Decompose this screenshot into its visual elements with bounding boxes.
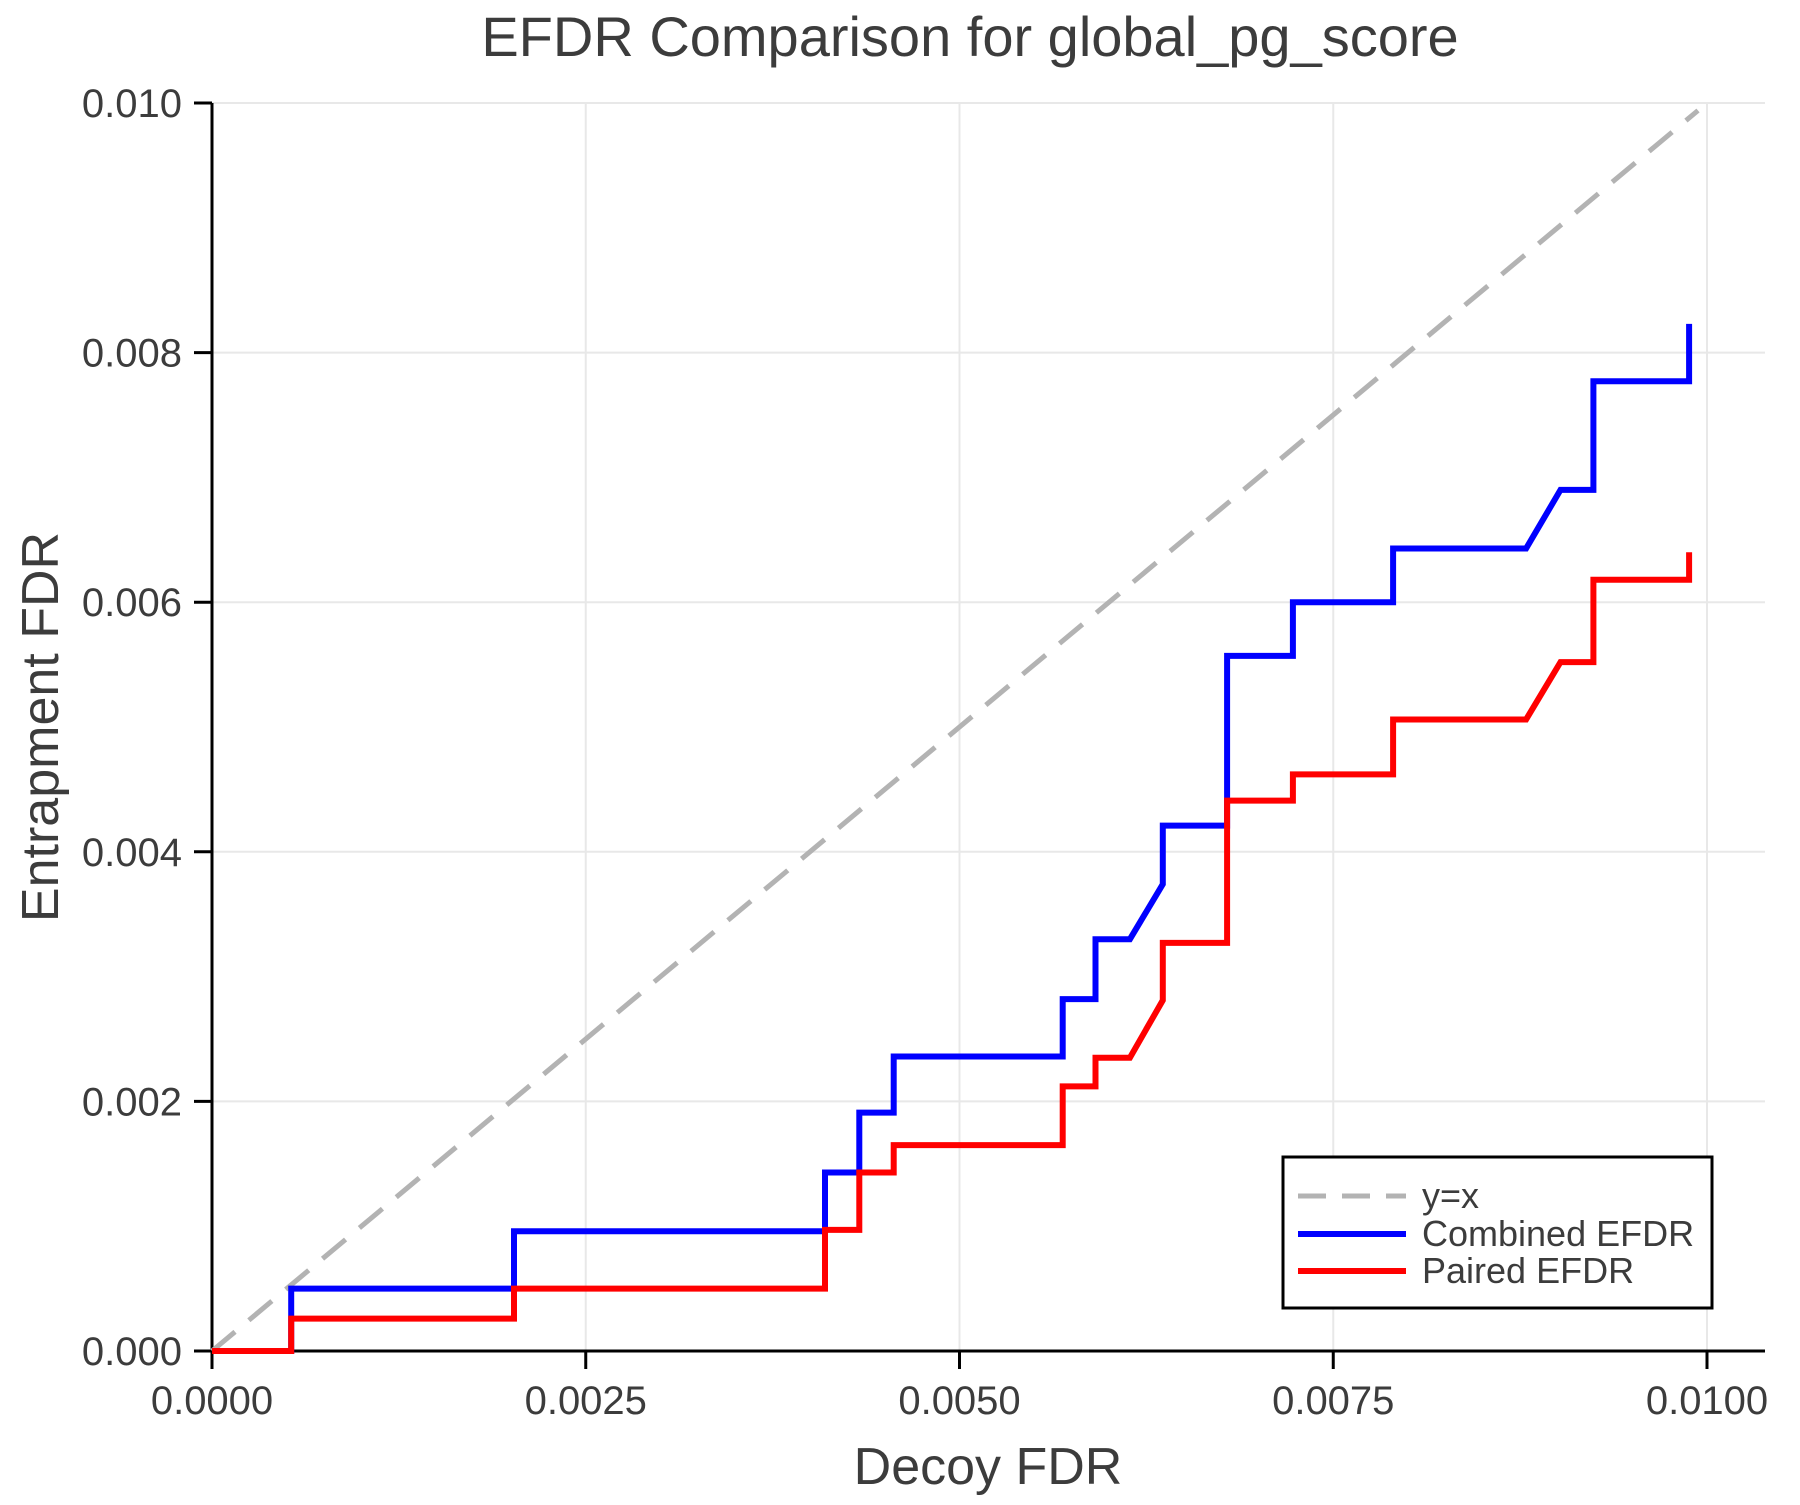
y-tick-label-2: 0.004 <box>82 831 182 875</box>
axes-spines <box>210 103 1765 1353</box>
x-tick-label-2: 0.0050 <box>898 1379 1020 1423</box>
x-tick-label-3: 0.0075 <box>1272 1379 1394 1423</box>
series-layer <box>210 108 1700 1354</box>
legend-item-yx: y=x <box>1298 1175 1479 1216</box>
y-tick-label-5: 0.010 <box>82 82 182 126</box>
x-tick-label-0: 0.0000 <box>151 1379 273 1423</box>
y-tick-label-3: 0.006 <box>82 581 182 625</box>
legend-label-yx: y=x <box>1422 1175 1479 1216</box>
legend: y=x Combined EFDR Paired EFDR <box>1281 1155 1714 1310</box>
x-tick-label-1: 0.0025 <box>525 1379 647 1423</box>
series-line-combined-efdr <box>212 323 1693 1354</box>
y-axis-label: Entrapment FDR <box>12 532 70 922</box>
x-tick-label-4: 0.0100 <box>1646 1379 1768 1423</box>
series-line-paired-efdr <box>212 552 1693 1354</box>
legend-item-combined-efdr: Combined EFDR <box>1298 1213 1694 1254</box>
legend-item-paired-efdr: Paired EFDR <box>1298 1250 1634 1291</box>
chart-title: EFDR Comparison for global_pg_score <box>481 5 1458 68</box>
y-tick-label-1: 0.002 <box>82 1080 182 1124</box>
x-axis-label: Decoy FDR <box>854 1438 1123 1496</box>
y-tick-label-0: 0.000 <box>82 1330 182 1374</box>
legend-label-combined-efdr: Combined EFDR <box>1422 1213 1694 1254</box>
y-tick-label-4: 0.008 <box>82 332 182 376</box>
tick-label-layer: 0.0000 0.0025 0.0050 0.0075 0.0100 0.000 0.002… <box>82 82 1768 1423</box>
legend-label-paired-efdr: Paired EFDR <box>1422 1250 1634 1291</box>
series-line-y-x <box>210 108 1700 1353</box>
